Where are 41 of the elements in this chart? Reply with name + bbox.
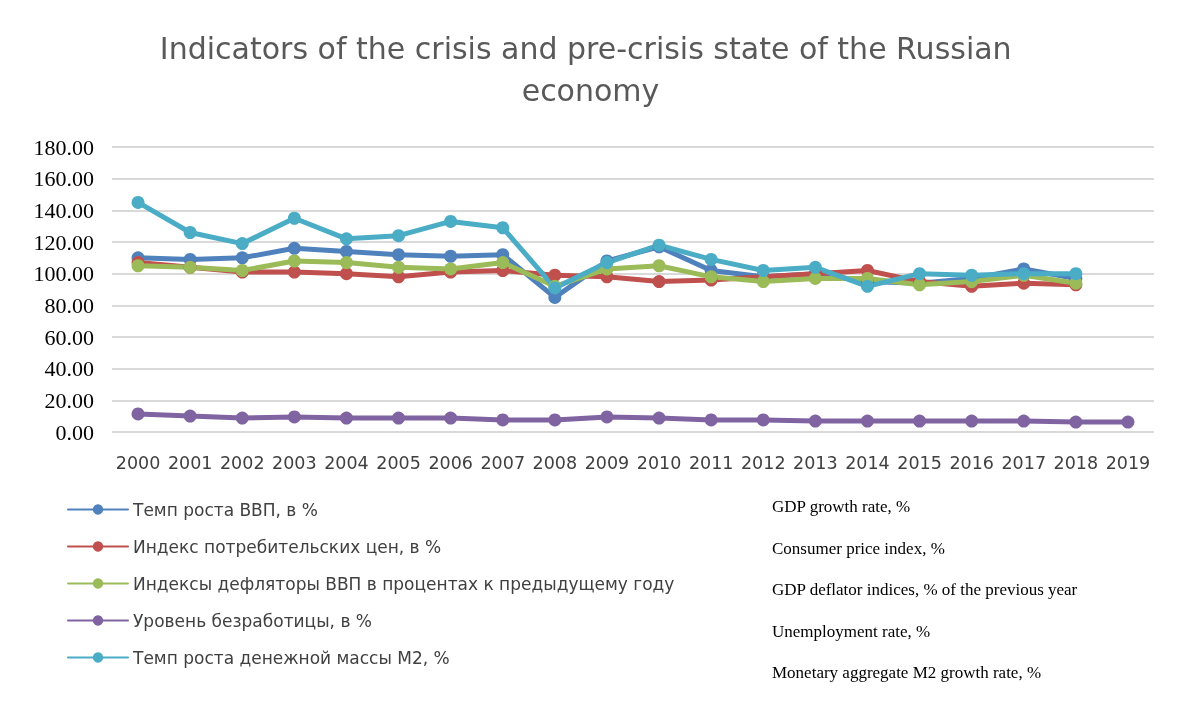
x-tick-label: 2000: [115, 453, 161, 473]
text: Monetary aggregate M2 growth rate, %: [772, 663, 1042, 682]
legend-label: Темп роста денежной массы М2, %: [132, 647, 450, 668]
x-tick-label: 2012: [740, 453, 786, 473]
legend-label: Темп роста ВВП, в %: [132, 499, 318, 520]
y-tick-label: 40.00: [44, 356, 94, 382]
y-tick-label: 140.00: [33, 197, 94, 223]
x-tick-label: 2011: [688, 453, 734, 473]
x-tick-label: 2003: [272, 453, 317, 473]
x-tick-label: 2016: [949, 453, 994, 473]
y-tick-label: 180.00: [33, 134, 94, 160]
x-tick-label: 2018: [1053, 453, 1099, 473]
x-tick-label: 2005: [376, 453, 421, 473]
x-tick-label: 2014: [845, 453, 890, 473]
legend-label: Индекс потребительских цен, в %: [133, 536, 442, 557]
y-tick-label: 100.00: [33, 261, 94, 287]
text: Unemployment rate, %: [772, 621, 931, 641]
y-tick-label: 80.00: [44, 292, 94, 318]
x-tick-label: 2002: [219, 453, 265, 473]
text: GDP growth rate, %: [772, 497, 911, 516]
x-tick-label: 2017: [1001, 453, 1047, 473]
y-tick-label: 0.00: [55, 419, 94, 445]
x-tick-label: 2001: [167, 453, 213, 473]
x-tick-label: 2013: [793, 453, 838, 473]
x-tick-label: 2008: [532, 453, 578, 473]
text: GDP deflator indices, % of the previous year: [772, 580, 1078, 599]
text: Consumer price index, %: [772, 538, 945, 558]
x-tick-label: 2006: [428, 453, 473, 473]
y-tick-label: 120.00: [33, 229, 94, 255]
x-tick-label: 2019: [1105, 453, 1151, 473]
x-tick-label: 2015: [897, 453, 942, 473]
x-tick-label: 2009: [584, 453, 630, 473]
x-tick-label: 2010: [636, 453, 682, 473]
x-tick-label: 2004: [324, 453, 369, 473]
y-tick-label: 160.00: [33, 166, 94, 192]
y-tick-label: 60.00: [44, 324, 94, 350]
x-tick-label: 2007: [480, 453, 526, 473]
legend-label: Уровень безработицы, в %: [133, 610, 372, 631]
legend-label: Индексы дефляторы ВВП в процентах к предыдущему году: [133, 573, 675, 594]
y-tick-label: 20.00: [44, 387, 94, 413]
chart-title: Indicators of the crisis and pre-crisis state of the Russian economy: [159, 30, 1022, 108]
